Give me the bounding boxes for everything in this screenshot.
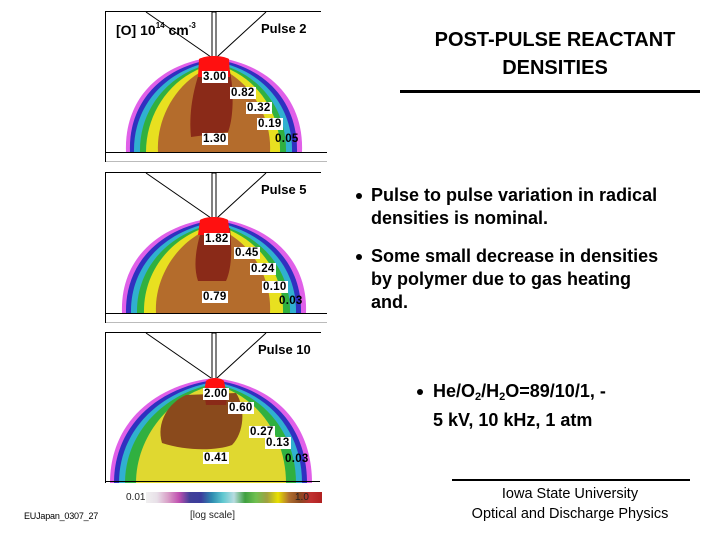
- bullet-item: Some small decrease in densities by poly…: [356, 245, 711, 314]
- pulse-label: Pulse 2: [261, 21, 307, 36]
- footer-rule: [452, 479, 690, 481]
- contour-value: 1.30: [202, 133, 228, 145]
- colorbar-min-label: 0.01: [126, 492, 146, 503]
- colorbar-max-label: 1.0: [295, 492, 309, 503]
- contour-value: 0.82: [230, 87, 256, 99]
- pulse-label: Pulse 10: [258, 342, 311, 357]
- density-panel-pulse-10: Pulse 10 2.00 0.60 0.27 0.13 0.41 0.03: [105, 332, 321, 483]
- contour-value: 0.03: [285, 453, 309, 465]
- contour-value: 2.00: [203, 388, 229, 400]
- colorbar: [146, 492, 322, 503]
- title-underline: [400, 90, 700, 93]
- contour-value: 0.32: [246, 102, 272, 114]
- contour-value: 0.19: [257, 118, 283, 130]
- panel-bottom-line: [105, 481, 320, 482]
- bullet-icon: [417, 389, 423, 395]
- conditions-bullet: He/O2/H2O=89/10/1, - 5 kV, 10 kHz, 1 atm: [417, 380, 693, 432]
- contour-value: 0.60: [228, 402, 254, 414]
- slide-title: POST-PULSE REACTANT DENSITIES: [434, 29, 676, 79]
- contour-value: 0.41: [203, 452, 229, 464]
- contour-value: 0.45: [234, 247, 260, 259]
- contour-value: 3.00: [202, 71, 228, 83]
- contour-value: 0.10: [262, 281, 288, 293]
- density-panel-pulse-5: Pulse 5 1.82 0.45 0.24 0.10 0.79 0.03: [105, 172, 327, 323]
- pulse-label: Pulse 5: [261, 182, 307, 197]
- bullet-icon: [356, 193, 362, 199]
- bullet-item: Pulse to pulse variation in radical dens…: [356, 184, 711, 230]
- bullet-icon: [356, 254, 362, 260]
- slide-code: EUJapan_0307_27: [24, 511, 99, 521]
- contour-value: 0.24: [250, 263, 276, 275]
- plasma-density-plot: [110, 333, 312, 483]
- plasma-density-plot: [121, 173, 307, 313]
- contour-value: 0.03: [279, 295, 303, 307]
- colorbar-scale-label: [log scale]: [190, 510, 236, 521]
- contour-value: 0.05: [275, 133, 299, 145]
- contour-value: 0.13: [265, 437, 291, 449]
- contour-value: 0.27: [249, 426, 275, 438]
- contour-value: 1.82: [204, 233, 230, 245]
- contour-value: 0.79: [202, 291, 228, 303]
- institution-footer: Iowa State University Optical and Discha…: [471, 486, 669, 522]
- density-unit-label: [O] 1014 cm-3: [116, 21, 196, 38]
- density-panel-pulse-2: [O] 1014 cm-3 Pulse 2 3.00 0.82 0.32 0.1…: [105, 11, 327, 162]
